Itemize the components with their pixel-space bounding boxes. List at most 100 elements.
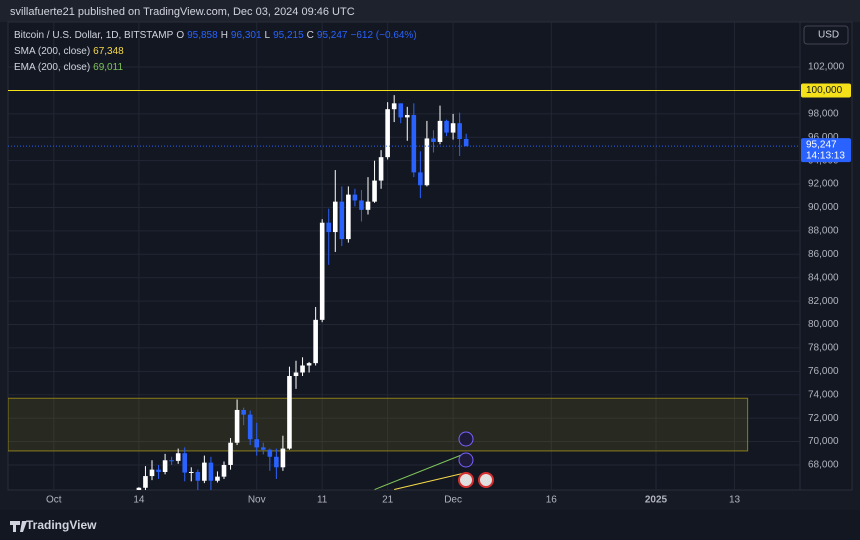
- candle-body: [234, 409, 240, 443]
- candle-body: [326, 222, 332, 233]
- y-tick-label: 86,000: [808, 249, 839, 260]
- candle-body: [463, 138, 469, 147]
- candle-body: [274, 456, 279, 468]
- last-price-tag: [801, 138, 851, 163]
- indicator-row[interactable]: EMA (200, close) 69,011: [14, 60, 420, 76]
- candle-body: [228, 442, 233, 465]
- candle-body: [365, 201, 371, 210]
- indicator-line: [394, 472, 467, 490]
- candle-body: [254, 439, 260, 448]
- candle-body: [162, 460, 168, 472]
- x-tick-label: Nov: [248, 495, 266, 506]
- candle-body: [182, 453, 188, 473]
- ohlc-value: 95,247: [316, 30, 348, 41]
- candle-body: [280, 448, 286, 468]
- candle-body: [306, 363, 312, 366]
- y-tick-label: 72,000: [808, 413, 839, 424]
- candle-body: [313, 319, 318, 364]
- y-tick-label: 70,000: [808, 436, 839, 447]
- indicator-line: [374, 452, 467, 490]
- candle-body: [437, 120, 443, 142]
- candle-body: [300, 365, 305, 373]
- candle-body: [215, 476, 220, 481]
- flag-icon[interactable]: [478, 472, 494, 488]
- candle-body: [457, 123, 462, 140]
- candle-body: [136, 487, 142, 490]
- candle-body: [149, 469, 155, 477]
- candle-body: [444, 120, 449, 133]
- candle-body: [202, 462, 207, 481]
- candle-body: [332, 201, 338, 233]
- currency: USD: [818, 30, 839, 41]
- event-icon[interactable]: [458, 452, 474, 468]
- candle-body: [404, 115, 410, 118]
- symbol-row: Bitcoin / U.S. Dollar, 1D, BITSTAMP O 95,8…: [14, 28, 420, 44]
- currency-box[interactable]: [803, 25, 849, 45]
- x-tick-label: Dec: [444, 495, 462, 506]
- change: −612 (−0.64%): [350, 30, 417, 41]
- candle-body: [143, 476, 148, 488]
- ohlc-value: 95,858: [187, 30, 218, 41]
- candle-body: [372, 180, 377, 202]
- candle-body: [267, 449, 273, 457]
- candle-body: [424, 138, 430, 186]
- x-tick-label: 11: [317, 495, 328, 506]
- brand: TradingView: [26, 518, 97, 532]
- y-tick-label: 80,000: [808, 319, 839, 330]
- candle-body: [221, 464, 227, 477]
- y-tick-label: 96,000: [808, 132, 839, 143]
- candle-body: [391, 103, 397, 110]
- legend: Bitcoin / U.S. Dollar, 1D, BITSTAMP O 95,8…: [14, 28, 420, 76]
- header-bar: [0, 0, 860, 22]
- candle-body: [247, 414, 253, 440]
- y-tick-label: 98,000: [808, 109, 839, 120]
- candle-body: [418, 172, 423, 186]
- countdown: 14:13:13: [806, 151, 845, 162]
- ohlc-key: O: [176, 30, 185, 41]
- candle-body: [359, 200, 364, 210]
- y-tick-label: 68,000: [808, 460, 839, 471]
- support-zone: [8, 397, 749, 452]
- ohlc-key: L: [264, 30, 271, 41]
- candle-body: [156, 469, 161, 472]
- y-tick-label: 88,000: [808, 226, 839, 237]
- publisher: svillafuerte21 published on TradingView.…: [10, 6, 355, 18]
- y-tick-label: 76,000: [808, 366, 839, 377]
- level-tag: [801, 83, 851, 98]
- candle-body: [431, 138, 436, 142]
- x-tick-label: 16: [546, 495, 558, 506]
- indicator-row[interactable]: SMA (200, close) 67,348: [14, 44, 420, 60]
- y-tick-label: 82,000: [808, 296, 839, 307]
- x-tick-label: 14: [133, 495, 145, 506]
- y-tick-label: 78,000: [808, 343, 839, 354]
- x-tick-label: Oct: [46, 495, 62, 506]
- ohlc-key: H: [220, 30, 228, 41]
- ohlc-key: C: [306, 30, 314, 41]
- ohlc-value: 96,301: [230, 30, 262, 41]
- flag-icon[interactable]: [458, 472, 474, 488]
- price-axis: [799, 21, 853, 491]
- candle-body: [450, 123, 456, 133]
- candle-body: [188, 471, 194, 473]
- y-tick-label: 102,000: [808, 62, 845, 73]
- candle-body: [195, 471, 201, 481]
- candle-body: [319, 222, 325, 320]
- candle-body: [378, 157, 384, 181]
- level-label: 100,000: [806, 85, 843, 96]
- y-tick-label: 84,000: [808, 272, 839, 283]
- indicator-name: EMA (200, close): [14, 62, 91, 73]
- event-icon[interactable]: [458, 431, 474, 447]
- indicator-name: SMA (200, close): [14, 46, 91, 57]
- candle-body: [346, 194, 351, 240]
- y-tick-label: 74,000: [808, 389, 839, 400]
- candle-body: [398, 103, 404, 118]
- x-tick-label: 21: [382, 495, 394, 506]
- last-price-label: 95,247: [806, 140, 837, 151]
- y-tick-label: 90,000: [808, 202, 839, 213]
- logo-icon: [10, 521, 27, 532]
- symbol: Bitcoin / U.S. Dollar, 1D, BITSTAMP: [14, 30, 174, 41]
- indicator-rows: SMA (200, close) 67,348 EMA (200, close) 69…: [14, 44, 420, 76]
- candle-body: [293, 372, 299, 377]
